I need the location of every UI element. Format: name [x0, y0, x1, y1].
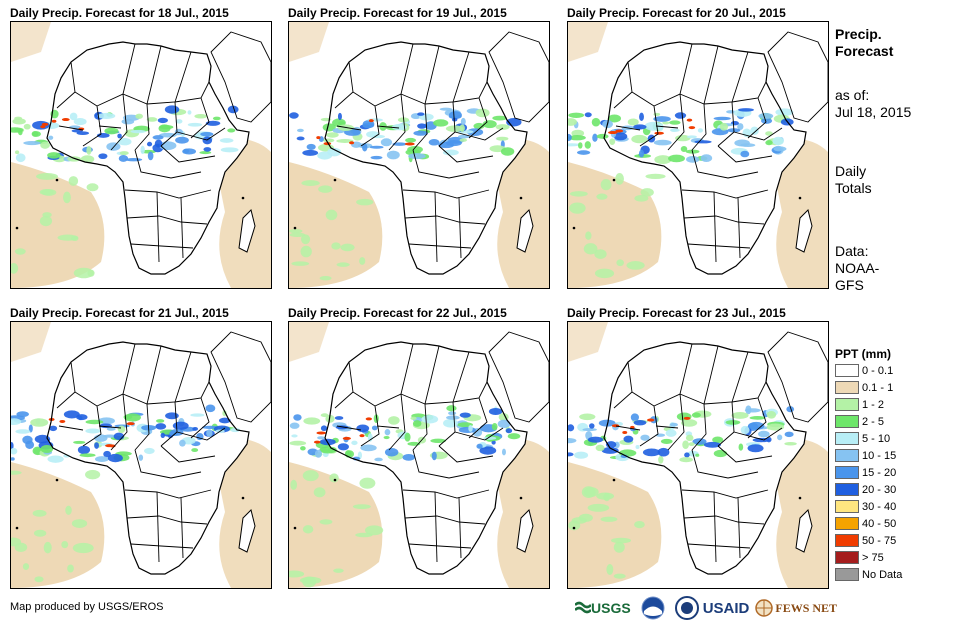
legend-swatch: [835, 466, 859, 479]
data-source-line3: GFS: [835, 277, 864, 293]
map-frame: [288, 21, 550, 289]
side-heading-line2: Forecast: [835, 43, 894, 59]
africa-map: [11, 22, 271, 288]
legend-swatch: [835, 432, 859, 445]
totals-label: Daily Totals: [835, 163, 872, 197]
legend-swatch: [835, 449, 859, 462]
side-heading: Precip. Forecast: [835, 26, 893, 60]
africa-map: [568, 22, 828, 288]
legend-item: 5 - 10: [835, 430, 960, 447]
legend-item: 20 - 30: [835, 481, 960, 498]
data-source-line1: Data:: [835, 243, 869, 259]
legend-item: 2 - 5: [835, 413, 960, 430]
as-of-value: Jul 18, 2015: [835, 104, 912, 120]
panel-title: Daily Precip. Forecast for 20 Jul., 2015: [567, 6, 786, 20]
map-frame: [288, 321, 550, 589]
usaid-logo: USAID: [702, 599, 750, 617]
legend-label: 0 - 0.1: [862, 364, 894, 377]
agency-logos: USGS USAID FEWS NET: [575, 594, 837, 622]
usgs-logo-text: USGS: [591, 600, 631, 616]
legend-title: PPT (mm): [835, 347, 892, 361]
panel-title: Daily Precip. Forecast for 19 Jul., 2015: [288, 6, 507, 20]
totals-line2: Totals: [835, 180, 872, 196]
legend-swatch: [835, 364, 859, 377]
map-frame: [567, 21, 829, 289]
map-frame: [10, 21, 272, 289]
usgs-wave-icon: [575, 601, 591, 614]
legend-item: 0.1 - 1: [835, 379, 960, 396]
as-of-date: as of: Jul 18, 2015: [835, 87, 911, 121]
legend-item: > 75: [835, 549, 960, 566]
legend-item: 1 - 2: [835, 396, 960, 413]
legend-swatch: [835, 381, 859, 394]
usgs-logo: USGS: [575, 600, 631, 616]
legend-item: 30 - 40: [835, 498, 960, 515]
legend-item: No Data: [835, 566, 960, 583]
legend-label: 5 - 10: [862, 432, 891, 445]
panel-title: Daily Precip. Forecast for 22 Jul., 2015: [288, 306, 507, 320]
africa-map: [289, 322, 549, 588]
africa-map: [11, 322, 271, 588]
panel-title: Daily Precip. Forecast for 21 Jul., 2015: [10, 306, 229, 320]
legend-label: 15 - 20: [862, 466, 897, 479]
map-frame: [10, 321, 272, 589]
panel-title: Daily Precip. Forecast for 23 Jul., 2015: [567, 306, 786, 320]
legend-label: 40 - 50: [862, 517, 897, 530]
legend-swatch: [835, 517, 859, 530]
totals-line1: Daily: [835, 163, 867, 179]
legend-label: 30 - 40: [862, 500, 897, 513]
legend-label: 20 - 30: [862, 483, 897, 496]
africa-map: [568, 322, 828, 588]
legend-item: 50 - 75: [835, 532, 960, 549]
legend-swatch: [835, 483, 859, 496]
legend-swatch: [835, 415, 859, 428]
legend-label: 50 - 75: [862, 534, 897, 547]
panel-title: Daily Precip. Forecast for 18 Jul., 2015: [10, 6, 229, 20]
as-of-label: as of:: [835, 87, 870, 103]
legend-label: 2 - 5: [862, 415, 885, 428]
legend-swatch: [835, 551, 859, 564]
legend-label: > 75: [862, 551, 884, 564]
legend-items: 0 - 0.1 0.1 - 1 1 - 2 2 - 5 5 - 10 10 - 15 15 …: [835, 362, 960, 583]
precip-legend: PPT (mm) 0 - 0.1 0.1 - 1 1 - 2 2 - 5 5 - 10 1…: [835, 346, 960, 583]
legend-label: 10 - 15: [862, 449, 897, 462]
legend-swatch: [835, 398, 859, 411]
legend-item: 40 - 50: [835, 515, 960, 532]
legend-swatch: [835, 534, 859, 547]
legend-label: 1 - 2: [862, 398, 885, 411]
data-source-line2: NOAA-: [835, 260, 880, 276]
legend-swatch: [835, 568, 859, 581]
noaa-logo-icon: [641, 596, 665, 620]
legend-item: 0 - 0.1: [835, 362, 960, 379]
legend-item: 15 - 20: [835, 464, 960, 481]
map-frame: [567, 321, 829, 589]
usaid-seal-icon: [674, 596, 699, 620]
data-source: Data: NOAA- GFS: [835, 243, 879, 294]
side-heading-line1: Precip.: [835, 26, 882, 42]
africa-map: [289, 22, 549, 288]
legend-label: No Data: [862, 568, 903, 581]
fewsnet-logo: FEWS NET: [775, 600, 838, 615]
map-credit: Map produced by USGS/EROS: [10, 601, 164, 613]
legend-item: 10 - 15: [835, 447, 960, 464]
fewsnet-globe-icon: [755, 599, 774, 617]
legend-swatch: [835, 500, 859, 513]
legend-label: 0.1 - 1: [862, 381, 894, 394]
